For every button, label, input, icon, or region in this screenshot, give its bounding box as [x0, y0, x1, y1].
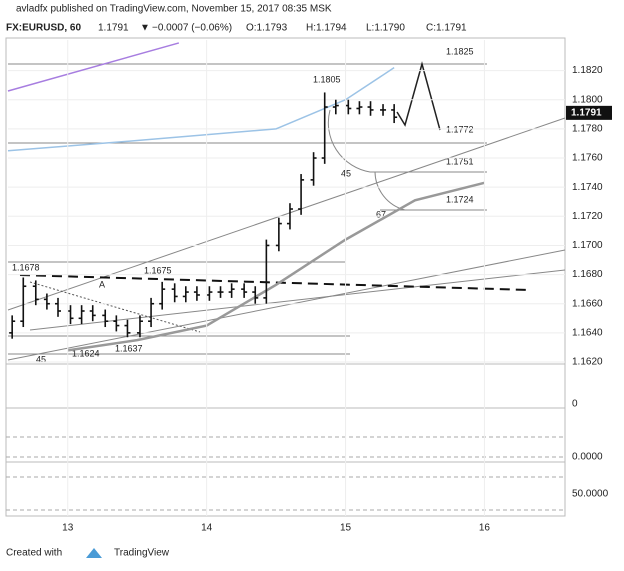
y-tick-label: 1.1700: [572, 240, 603, 251]
moving-average: [67, 181, 485, 352]
symbol: FX:EURUSD, 60: [6, 23, 81, 34]
x-tick-label: 16: [479, 523, 491, 534]
annotation: 1.1624: [72, 348, 100, 358]
annotation: 1.1675: [144, 265, 172, 275]
annotation: 1.1724: [446, 194, 474, 204]
annotation: 67: [376, 209, 386, 219]
y-tick-label: 1.1800: [572, 94, 603, 105]
moving-average: [7, 67, 395, 152]
y-tick-label: 1.1640: [572, 328, 603, 339]
high: H:1.1794: [306, 23, 347, 34]
annotation: 1.1678: [12, 262, 40, 272]
panel-label: 0.0000: [572, 452, 603, 463]
panel-guides: [6, 436, 565, 511]
last-price-label: 1.1791: [571, 107, 602, 118]
last-price-box: [566, 105, 612, 120]
panel-label: 0: [572, 399, 578, 410]
y-tick-label: 1.1620: [572, 357, 603, 368]
y-tick-label: 1.1660: [572, 298, 603, 309]
logo: [86, 548, 102, 558]
y-tick-label: 1.1680: [572, 269, 603, 280]
low: L:1.1790: [366, 23, 405, 34]
y-tick-label: 1.1760: [572, 153, 603, 164]
footer-created: Created with: [6, 548, 62, 559]
panel-label: 50.0000: [572, 489, 609, 500]
annotation: 1.1825: [446, 46, 474, 56]
y-tick-label: 1.1720: [572, 211, 603, 222]
open: O:1.1793: [246, 23, 288, 34]
annotation: 1.1751: [446, 156, 474, 166]
moving-average: [7, 42, 180, 92]
annotation: 45: [36, 354, 46, 364]
x-tick-label: 13: [62, 523, 74, 534]
publisher: avladfx published on TradingView.com, No…: [16, 4, 332, 15]
x-tick-label: 15: [340, 523, 352, 534]
frames: [5, 37, 566, 517]
annotation: 1.1637: [115, 343, 143, 353]
x-tick-label: 14: [201, 523, 213, 534]
y-tick-label: 1.1820: [572, 65, 603, 76]
y-tick-label: 1.1740: [572, 182, 603, 193]
plot: [7, 42, 565, 363]
annotation: 1.1805: [313, 74, 341, 84]
change: −0.0007 (−0.06%): [152, 23, 232, 34]
close: C:1.1791: [426, 23, 467, 34]
y-tick-label: 1.1780: [572, 124, 603, 135]
price: 1.1791: [98, 23, 129, 34]
down-arrow: ▼: [140, 23, 150, 34]
annotation: A: [99, 279, 105, 289]
footer-brand[interactable]: TradingView: [114, 548, 170, 559]
